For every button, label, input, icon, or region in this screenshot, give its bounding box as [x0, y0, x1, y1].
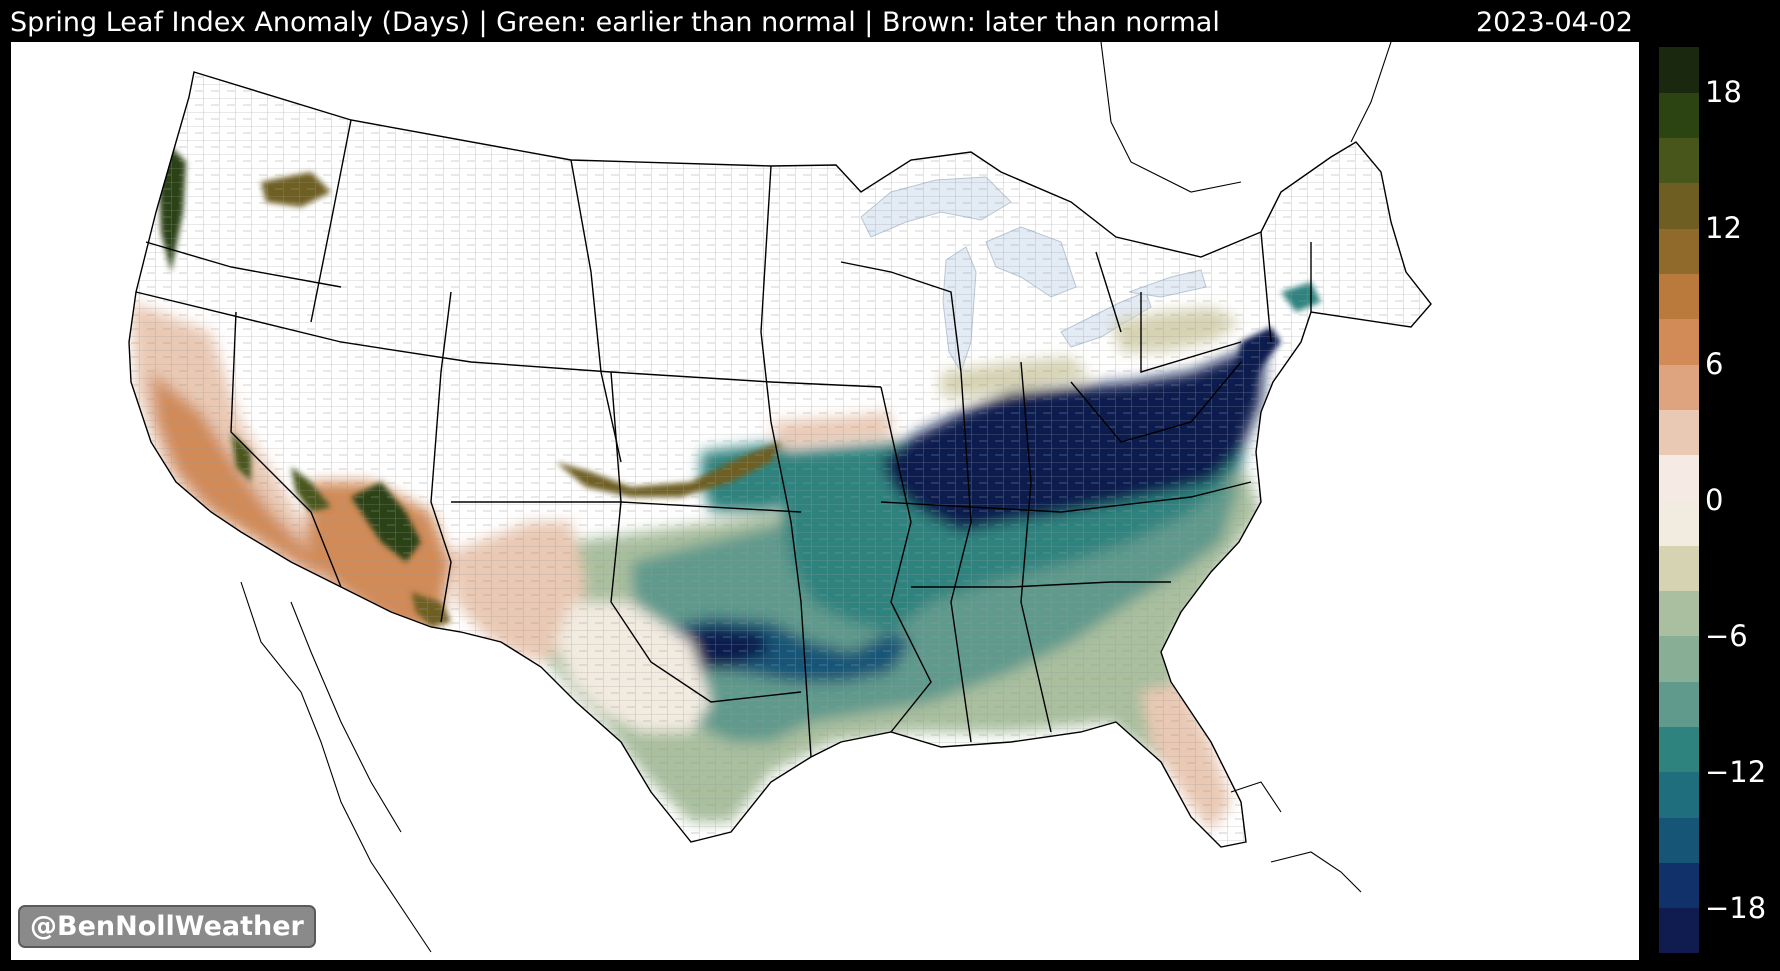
- colorbar: [1659, 47, 1699, 954]
- county-lines: [129, 72, 1431, 847]
- colorbar-segment: [1659, 726, 1699, 773]
- colorbar-segment: [1659, 364, 1699, 410]
- map-date: 2023-04-02: [1476, 7, 1633, 38]
- colorbar-segment: [1659, 681, 1699, 727]
- colorbar-segment: [1659, 228, 1699, 274]
- watermark-badge: @BenNollWeather: [18, 905, 316, 948]
- colorbar-tick-label: 0: [1705, 483, 1724, 517]
- colorbar-segment: [1659, 635, 1699, 682]
- map-canvas: [128, 42, 1432, 953]
- colorbar-segment: [1659, 771, 1699, 818]
- colorbar-segment: [1659, 137, 1699, 184]
- colorbar-segment: [1659, 409, 1699, 456]
- colorbar-segment: [1659, 907, 1699, 954]
- colorbar-segment: [1659, 182, 1699, 229]
- colorbar-segment: [1659, 273, 1699, 320]
- colorbar-segment: [1659, 862, 1699, 909]
- international-outlines: [240, 42, 1392, 953]
- colorbar-segment: [1659, 454, 1699, 501]
- colorbar-segment: [1659, 318, 1699, 365]
- colorbar-tick-label: 18: [1705, 75, 1742, 110]
- colorbar-tick-label: −18: [1705, 890, 1767, 925]
- colorbar-segment: [1659, 817, 1699, 863]
- colorbar-tick-label: −12: [1705, 754, 1767, 789]
- colorbar-segment: [1659, 92, 1699, 139]
- colorbar-segment: [1659, 590, 1699, 637]
- state-boundaries: [128, 71, 1432, 848]
- colorbar-tick-label: 6: [1705, 347, 1724, 382]
- colorbar-segment: [1659, 500, 1699, 546]
- map-title: Spring Leaf Index Anomaly (Days) | Green…: [10, 7, 1220, 38]
- colorbar-tick-label: −6: [1705, 618, 1748, 653]
- map-panel: [11, 42, 1639, 960]
- colorbar-tick-label: 12: [1705, 211, 1742, 246]
- colorbar-segment: [1659, 545, 1699, 592]
- colorbar-segment: [1659, 47, 1699, 93]
